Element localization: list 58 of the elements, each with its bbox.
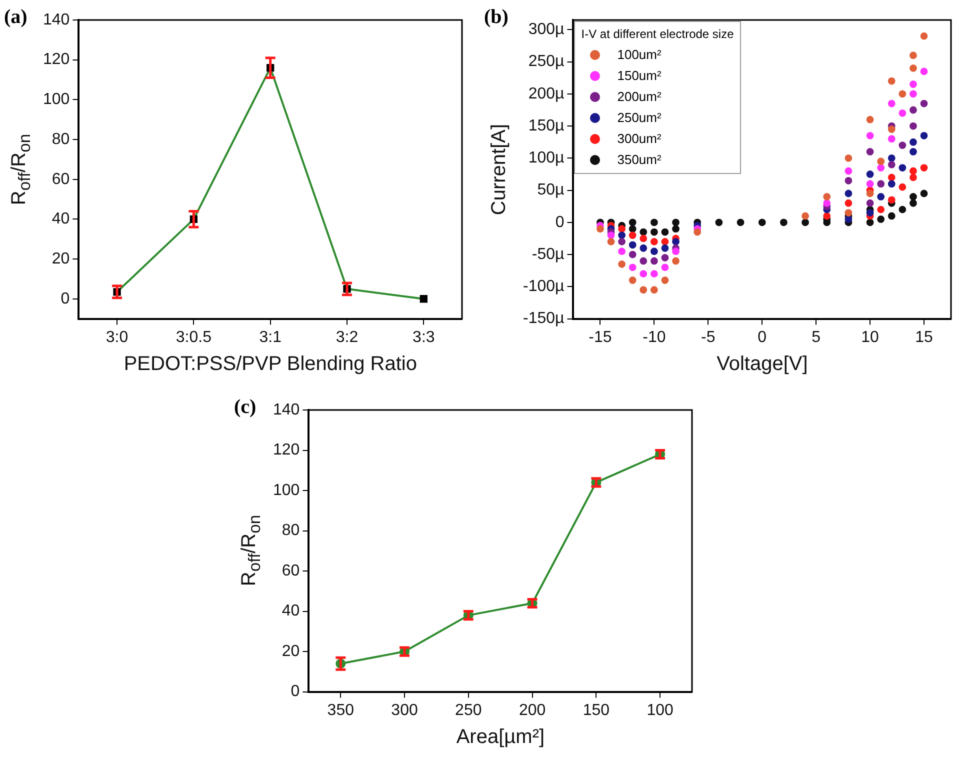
legend-label: 300um²	[617, 131, 662, 146]
y-tick-label: -50µ	[532, 246, 564, 263]
y-tick-label: 20	[282, 642, 300, 660]
legend-title: I-V at different electrode size	[581, 27, 734, 41]
x-tick-label: 350	[327, 702, 354, 719]
y-tick-label: 40	[282, 602, 300, 620]
chart-title: (c)	[234, 396, 256, 419]
legend-label: 200um²	[617, 89, 662, 104]
y-tick-label: 80	[52, 130, 70, 148]
x-tick-label: -5	[701, 328, 716, 346]
x-tick-label: 200	[518, 702, 546, 719]
y-tick-label: 0	[290, 683, 300, 700]
y-tick-label: -150µ	[522, 310, 564, 328]
y-tick-label: 140	[272, 401, 300, 418]
x-tick-label: 150	[582, 702, 610, 719]
x-axis-title: Area[µm²]	[456, 726, 545, 749]
y-tick-label: 150µ	[528, 117, 564, 134]
x-tick-label: 10	[861, 328, 880, 346]
x-tick-label: 3:1	[259, 328, 282, 346]
chart-title: (b)	[484, 6, 508, 29]
y-tick-label: 120	[42, 51, 70, 68]
y-tick-label: 300µ	[528, 21, 564, 38]
x-tick-label: 250	[455, 702, 482, 719]
x-tick-label: 3:3	[412, 328, 435, 346]
x-tick-label: 0	[758, 328, 767, 346]
legend-label: 100um²	[617, 47, 662, 62]
x-axis-title: Voltage[V]	[716, 352, 808, 376]
x-axis-title: PEDOT:PSS/PVP Blending Ratio	[124, 352, 417, 376]
y-tick-label: 80	[282, 522, 300, 540]
y-tick-label: 60	[52, 170, 70, 188]
y-axis-title: Current[A]	[488, 124, 512, 215]
y-tick-label: 250µ	[528, 53, 564, 70]
x-tick-label: -15	[588, 328, 612, 346]
y-tick-label: 100	[42, 91, 70, 108]
x-tick-label: -10	[642, 328, 666, 346]
x-tick-label: 100	[646, 702, 674, 719]
x-tick-label: 300	[391, 702, 418, 719]
y-tick-label: 140	[42, 11, 70, 28]
y-tick-label: 20	[52, 250, 70, 268]
x-tick-label: 5	[812, 328, 821, 346]
y-tick-label: 100	[272, 482, 300, 499]
y-tick-label: -100µ	[522, 278, 564, 296]
y-tick-label: 0	[555, 214, 564, 231]
chart-title: (a)	[4, 6, 28, 29]
x-tick-label: 15	[915, 328, 934, 346]
y-tick-label: 50µ	[537, 182, 564, 199]
y-tick-label: 0	[60, 290, 70, 308]
y-tick-label: 200µ	[528, 85, 564, 102]
y-tick-label: 40	[52, 210, 70, 228]
legend-label: 250um²	[617, 110, 662, 125]
y-tick-label: 120	[272, 442, 300, 459]
x-tick-label: 3:0	[106, 328, 128, 346]
legend-label: 150um²	[617, 68, 662, 83]
legend-label: 350um²	[617, 152, 662, 167]
x-tick-label: 3:0.5	[176, 328, 212, 346]
y-tick-label: 100µ	[528, 150, 564, 167]
x-tick-label: 3:2	[336, 328, 358, 346]
y-tick-label: 60	[282, 562, 300, 580]
